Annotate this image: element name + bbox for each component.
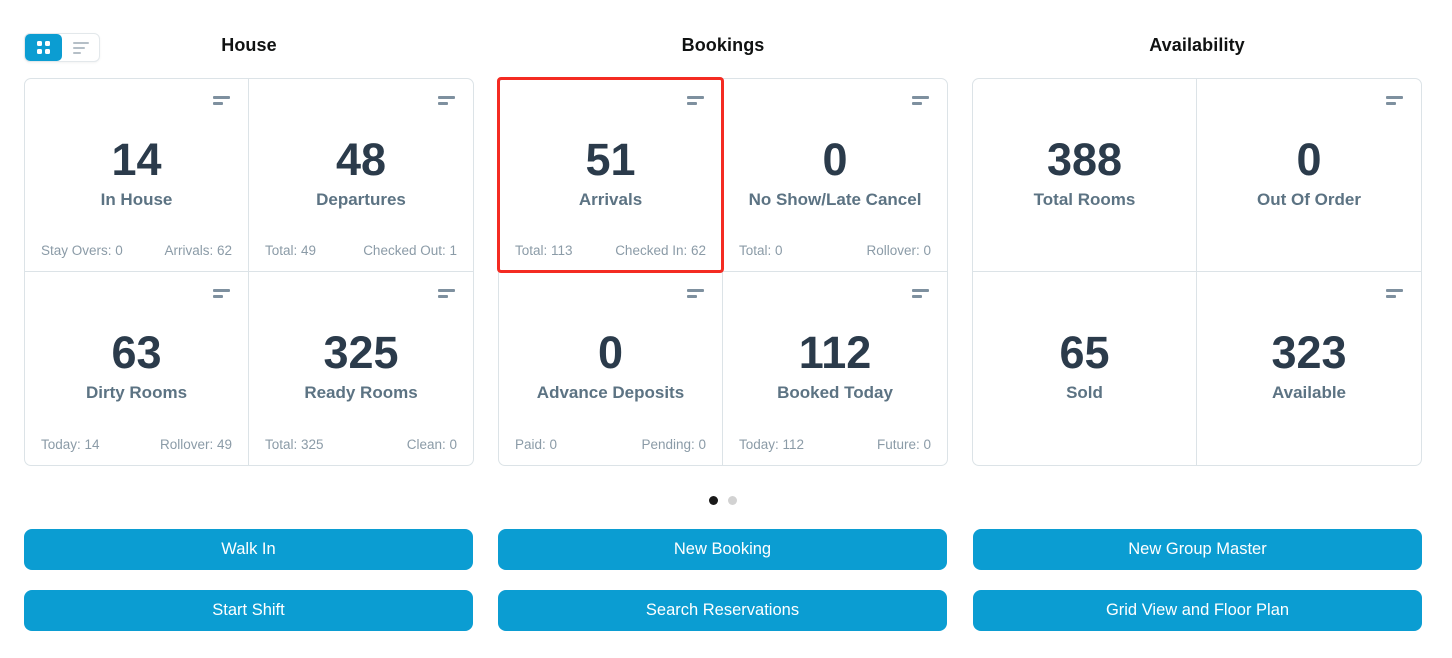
carousel-pagination	[498, 492, 948, 510]
card-menu-icon[interactable]	[213, 289, 230, 298]
stat-label: Available	[1271, 383, 1347, 403]
availability-panel: 388 Total Rooms 0 Out Of Order 65 Sold 3…	[972, 78, 1422, 466]
stat-value: 0	[597, 327, 624, 378]
stat-foot-left: Paid: 0	[515, 437, 558, 452]
grid-view-button[interactable]	[25, 34, 62, 61]
card-menu-icon[interactable]	[213, 96, 230, 105]
stat-foot-left: Stay Overs: 0	[41, 243, 123, 258]
stat-value: 0	[822, 134, 848, 185]
stat-footer: Today: 112 Future: 0	[739, 437, 931, 452]
card-menu-icon[interactable]	[912, 289, 929, 298]
stat-value: 14	[111, 134, 162, 185]
new-booking-button[interactable]: New Booking	[498, 529, 947, 570]
stat-value: 388	[1046, 134, 1123, 185]
stat-foot-left: Today: 112	[739, 437, 805, 452]
card-menu-icon[interactable]	[912, 96, 929, 105]
stat-value: 325	[323, 327, 399, 378]
stat-foot-right: Checked In: 62	[615, 243, 706, 258]
view-toggle-group	[24, 33, 100, 62]
stat-label: Out Of Order	[1257, 190, 1361, 210]
stat-value: 63	[111, 327, 162, 378]
card-menu-icon[interactable]	[1386, 289, 1403, 298]
section-title-house: House	[221, 35, 277, 55]
grid-icon	[37, 41, 50, 54]
stat-card-sold[interactable]: 65 Sold	[973, 272, 1197, 465]
stat-card-booked-today[interactable]: 112 Booked Today Today: 112 Future: 0	[723, 272, 947, 465]
stat-label: Booked Today	[777, 383, 893, 403]
card-menu-icon[interactable]	[1386, 96, 1403, 105]
stat-label: Sold	[1066, 383, 1103, 403]
stat-foot-right: Future: 0	[876, 437, 931, 452]
list-view-button[interactable]	[62, 34, 99, 61]
stat-value: 323	[1271, 327, 1347, 378]
stat-card-in-house[interactable]: 14 In House Stay Overs: 0 Arrivals: 62	[25, 79, 249, 272]
stat-foot-right: Arrivals: 62	[164, 243, 232, 258]
pagination-dot-active[interactable]	[708, 496, 718, 505]
stat-foot-right: Rollover: 49	[159, 437, 232, 452]
stat-label: Total Rooms	[1033, 190, 1136, 210]
stat-foot-right: Rollover: 0	[866, 243, 931, 258]
stat-footer: Total: 325 Clean: 0	[265, 437, 457, 452]
stat-card-departures[interactable]: 48 Departures Total: 49 Checked Out: 1	[249, 79, 473, 272]
stat-footer: Today: 14 Rollover: 49	[41, 437, 232, 452]
stat-foot-left: Total: 49	[265, 243, 317, 258]
stat-footer: Stay Overs: 0 Arrivals: 62	[41, 243, 232, 258]
grid-view-floor-plan-button[interactable]: Grid View and Floor Plan	[973, 590, 1422, 631]
section-title-bookings: Bookings	[681, 35, 765, 55]
stat-label: Advance Deposits	[536, 383, 685, 403]
card-menu-icon[interactable]	[438, 289, 455, 298]
stat-label: No Show/Late Cancel	[748, 190, 922, 210]
stat-label: Departures	[316, 190, 406, 210]
stat-card-total-rooms[interactable]: 388 Total Rooms	[973, 79, 1197, 272]
stat-footer: Total: 49 Checked Out: 1	[265, 243, 457, 258]
stat-label: Ready Rooms	[304, 383, 418, 403]
stat-card-arrivals[interactable]: 51 Arrivals Total: 113 Checked In: 62	[497, 77, 724, 273]
list-lines-icon	[72, 39, 89, 57]
stat-card-out-of-order[interactable]: 0 Out Of Order	[1197, 79, 1421, 272]
stat-card-advance-deposits[interactable]: 0 Advance Deposits Paid: 0 Pending: 0	[499, 272, 723, 465]
start-shift-button[interactable]: Start Shift	[24, 590, 473, 631]
stat-foot-right: Checked Out: 1	[363, 243, 457, 258]
search-reservations-button[interactable]: Search Reservations	[498, 590, 947, 631]
stat-foot-right: Clean: 0	[406, 437, 457, 452]
stat-foot-left: Total: 113	[515, 243, 573, 258]
stat-value: 48	[335, 134, 387, 185]
stat-value: 0	[1296, 134, 1322, 185]
stat-footer: Paid: 0 Pending: 0	[515, 437, 706, 452]
stat-label: Dirty Rooms	[85, 383, 188, 403]
stat-value: 65	[1059, 327, 1110, 378]
walk-in-button[interactable]: Walk In	[24, 529, 473, 570]
stat-value: 51	[585, 134, 636, 185]
new-group-master-button[interactable]: New Group Master	[973, 529, 1422, 570]
stat-footer: Total: 113 Checked In: 62	[515, 243, 706, 258]
stat-card-dirty-rooms[interactable]: 63 Dirty Rooms Today: 14 Rollover: 49	[25, 272, 249, 465]
bookings-panel: 51 Arrivals Total: 113 Checked In: 62 0 …	[497, 77, 948, 466]
pagination-dot-inactive[interactable]	[728, 496, 738, 505]
card-menu-icon[interactable]	[438, 96, 455, 105]
card-menu-icon[interactable]	[687, 289, 704, 298]
stat-foot-left: Total: 325	[265, 437, 324, 452]
card-menu-icon[interactable]	[687, 96, 704, 105]
stat-value: 112	[798, 327, 872, 378]
stat-card-ready-rooms[interactable]: 325 Ready Rooms Total: 325 Clean: 0	[249, 272, 473, 465]
stat-card-no-show-late-cancel[interactable]: 0 No Show/Late Cancel Total: 0 Rollover:…	[723, 79, 947, 272]
stat-foot-right: Pending: 0	[641, 437, 706, 452]
stat-card-available[interactable]: 323 Available	[1197, 272, 1421, 465]
stat-label: In House	[100, 190, 173, 210]
section-title-availability: Availability	[1149, 35, 1245, 55]
house-panel: 14 In House Stay Overs: 0 Arrivals: 62 4…	[24, 78, 474, 466]
stat-foot-left: Today: 14	[41, 437, 100, 452]
stat-foot-left: Total: 0	[739, 243, 783, 258]
stat-footer: Total: 0 Rollover: 0	[739, 243, 931, 258]
stat-label: Arrivals	[578, 190, 643, 210]
